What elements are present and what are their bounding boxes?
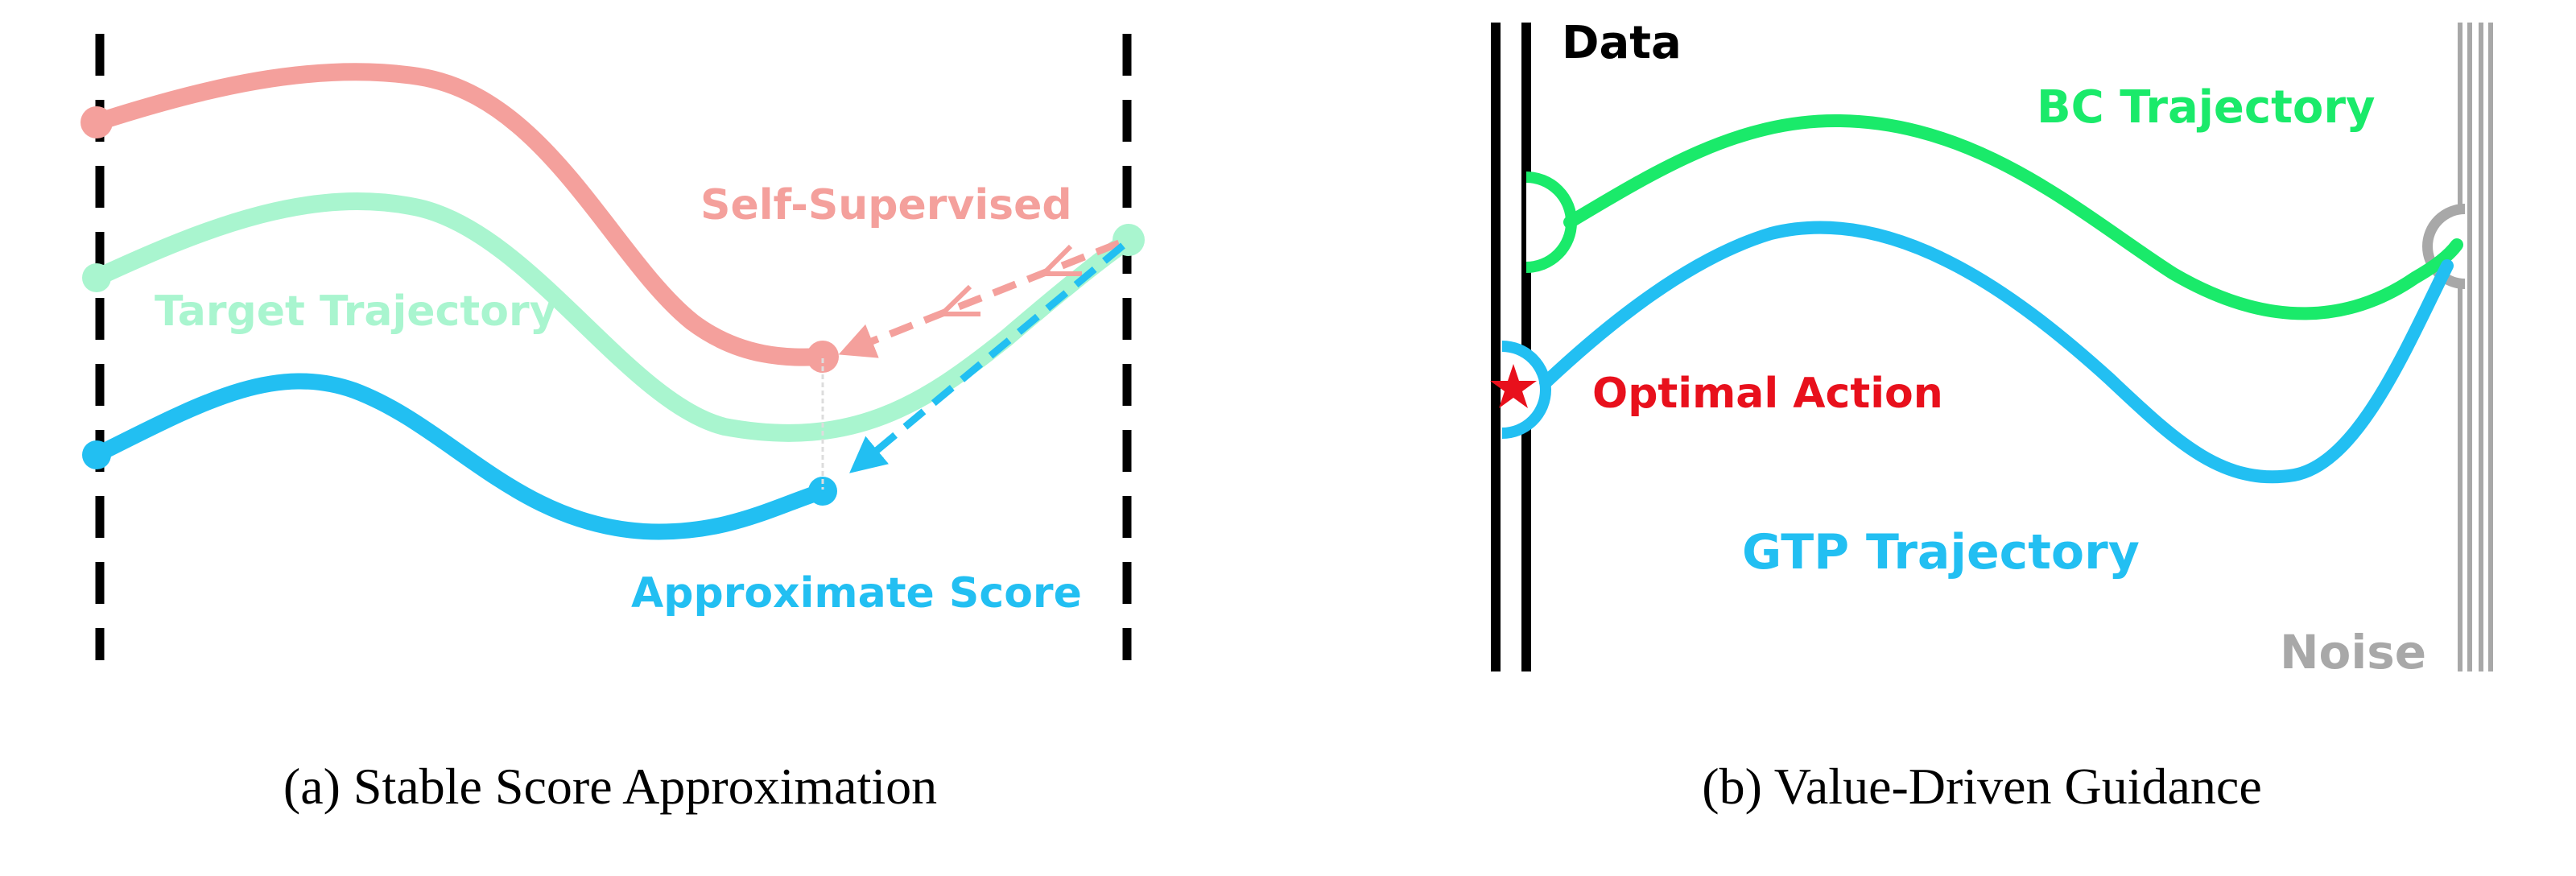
star-icon bbox=[1490, 364, 1537, 408]
panel-b: Data BC Trajectory Optimal Action GTP Tr… bbox=[1490, 17, 2493, 815]
pink-chevron-1 bbox=[1037, 244, 1082, 276]
panel-a-caption: (a) Stable Score Approximation bbox=[283, 758, 937, 815]
gtp-trajectory-curve bbox=[1539, 221, 2454, 484]
pink-end-dot bbox=[807, 341, 839, 373]
self-supervised-label: Self-Supervised bbox=[700, 181, 1072, 229]
target-start-dot bbox=[82, 263, 111, 292]
target-trajectory-label: Target Trajectory bbox=[155, 287, 556, 336]
pink-chevron-2 bbox=[935, 284, 980, 316]
panel-a: Self-Supervised Target Trajectory Approx… bbox=[80, 34, 1145, 815]
approximate-score-label: Approximate Score bbox=[631, 569, 1082, 618]
noise-junction-cap-inner bbox=[2433, 214, 2466, 279]
optimal-action-label: Optimal Action bbox=[1592, 370, 1943, 418]
panel-b-caption: (b) Value-Driven Guidance bbox=[1702, 758, 2261, 815]
pink-start-dot bbox=[80, 106, 113, 138]
cyan-start-dot bbox=[82, 440, 111, 469]
approximate-score-trajectory-curve bbox=[89, 373, 831, 540]
self-supervised-arrow bbox=[838, 239, 1121, 358]
cyan-end-dot bbox=[808, 477, 837, 506]
bc-trajectory-curve bbox=[1563, 114, 2463, 320]
bc-trajectory-label: BC Trajectory bbox=[2037, 81, 2375, 134]
gtp-trajectory-label: GTP Trajectory bbox=[1742, 524, 2140, 581]
noise-label: Noise bbox=[2280, 625, 2426, 680]
data-label: Data bbox=[1562, 17, 1682, 69]
self-supervised-trajectory-curve bbox=[88, 63, 832, 366]
target-trajectory-curve bbox=[88, 192, 1137, 442]
approximate-score-arrow bbox=[849, 242, 1125, 473]
